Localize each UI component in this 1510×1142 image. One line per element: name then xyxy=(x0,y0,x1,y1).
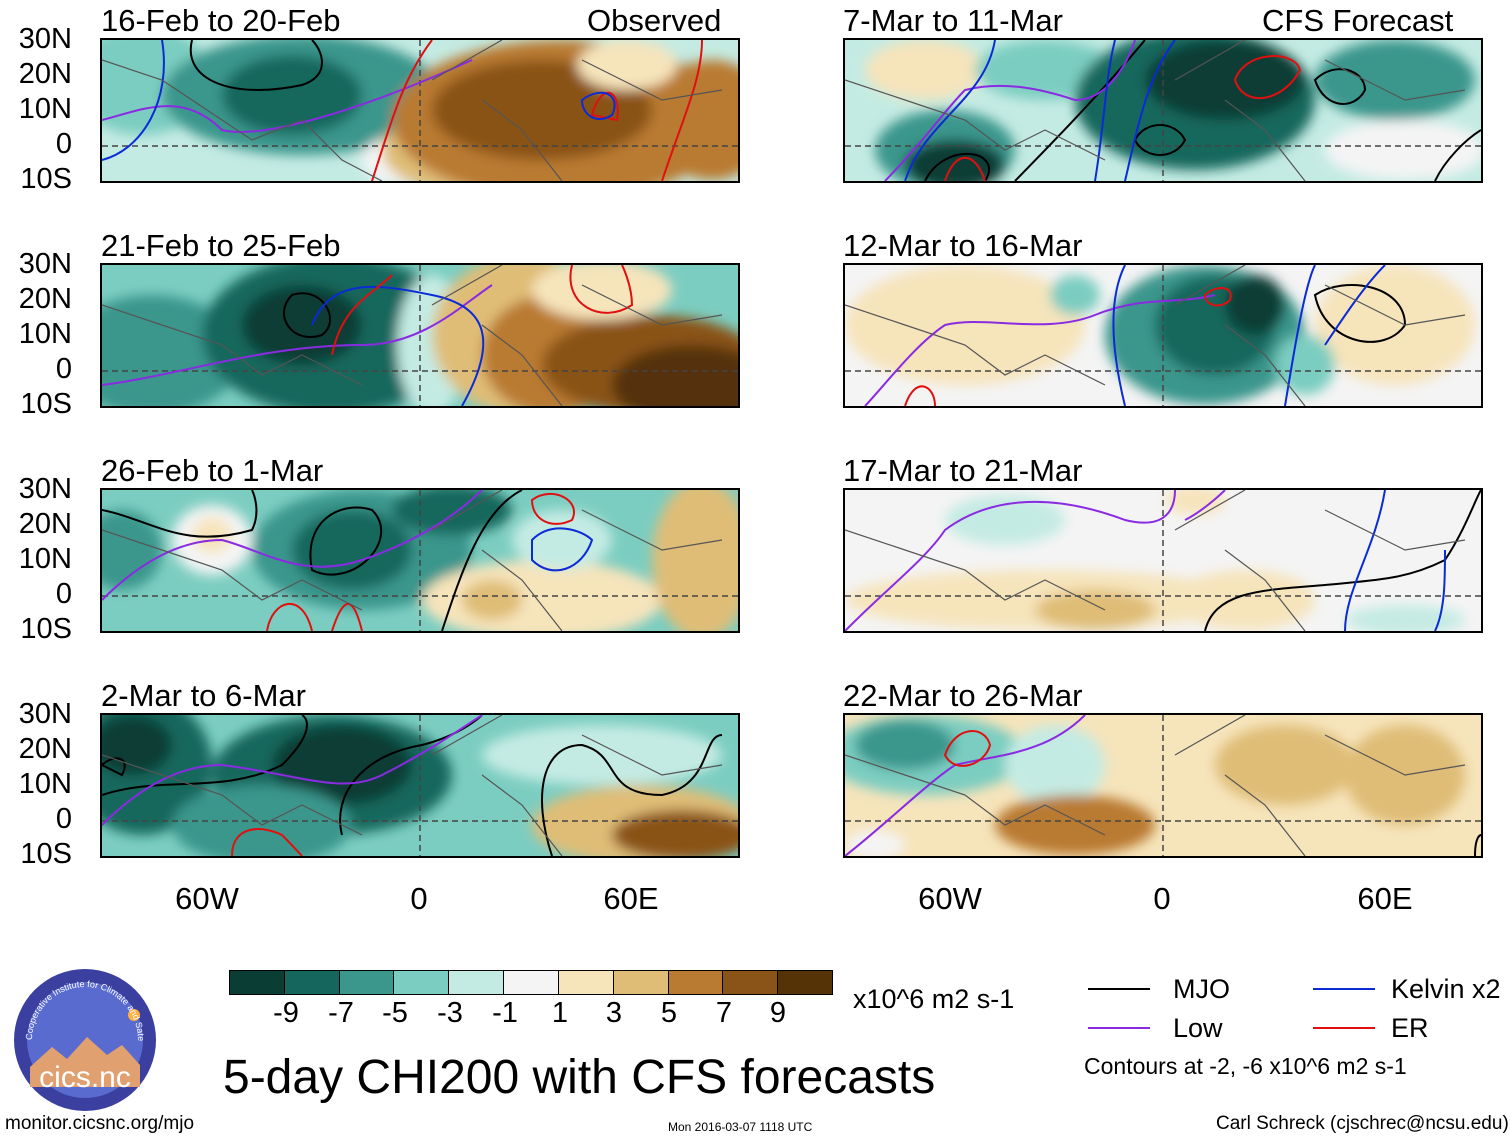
lon-label: 0 xyxy=(410,881,428,916)
legend-line-er xyxy=(1313,1027,1375,1029)
colorbar-bin xyxy=(558,971,614,994)
cics-logo: Cooperative Institute for Climate and Sa… xyxy=(9,959,158,1113)
lat-label: 30N xyxy=(18,23,72,55)
footer-url[interactable]: monitor.cicsnc.org/mjo xyxy=(5,1113,195,1134)
colorbar-tick: 5 xyxy=(660,997,678,1029)
map-panel-3 xyxy=(100,488,740,633)
figure-title: 5-day CHI200 with CFS forecasts xyxy=(223,1051,936,1104)
colorbar-tick: -7 xyxy=(328,997,354,1029)
panel-title-8: 22-Mar to 26-Mar xyxy=(843,678,1083,713)
logo-text: cics.nc xyxy=(39,1061,131,1094)
colorbar-tick: 7 xyxy=(715,997,733,1029)
map-panel-6 xyxy=(843,263,1483,408)
colorbar-tick: -9 xyxy=(273,997,299,1029)
lat-label: 10N xyxy=(18,543,72,575)
lat-label: 20N xyxy=(18,733,72,765)
lat-label: 0 xyxy=(55,353,72,385)
legend-line-mjo xyxy=(1088,988,1150,990)
lat-label: 10S xyxy=(20,388,72,420)
colorbar-bin xyxy=(394,971,450,994)
footer-author: Carl Schreck (cjschrec@ncsu.edu) xyxy=(1216,1113,1509,1134)
lat-label: 0 xyxy=(55,128,72,160)
map-panel-5 xyxy=(843,38,1483,183)
panel-title-5: 7-Mar to 11-Mar xyxy=(843,3,1063,38)
legend-label-er: ER xyxy=(1391,1013,1429,1043)
lat-label: 10N xyxy=(18,768,72,800)
lat-label: 0 xyxy=(55,578,72,610)
colorbar-bin xyxy=(230,971,285,994)
legend-line-kelvin xyxy=(1313,988,1375,990)
colorbar xyxy=(229,970,833,995)
map-panel-8 xyxy=(843,713,1483,858)
colorbar-tick: 3 xyxy=(605,997,623,1029)
colorbar-tick: -1 xyxy=(492,997,518,1029)
colorbar-tick: 1 xyxy=(551,997,569,1029)
colorbar-bin xyxy=(339,971,395,994)
lat-label: 20N xyxy=(18,508,72,540)
map-panel-7 xyxy=(843,488,1483,633)
map-panel-2 xyxy=(100,263,740,408)
lat-label: 20N xyxy=(18,58,72,90)
colorbar-bin xyxy=(668,971,724,994)
panel-tag-forecast: CFS Forecast xyxy=(1262,3,1454,38)
legend-line-low xyxy=(1088,1027,1150,1029)
contour-note: Contours at -2, -6 x10^6 m2 s-1 xyxy=(1084,1053,1407,1079)
panel-title-4: 2-Mar to 6-Mar xyxy=(101,678,306,713)
lon-label: 60W xyxy=(175,881,239,916)
colorbar-tick: -5 xyxy=(382,997,408,1029)
colorbar-bin xyxy=(723,971,779,994)
panel-title-7: 17-Mar to 21-Mar xyxy=(843,453,1083,488)
colorbar-tick: 9 xyxy=(769,997,787,1029)
colorbar-tick: -3 xyxy=(437,997,463,1029)
lat-label: 0 xyxy=(55,803,72,835)
lat-label: 10N xyxy=(18,93,72,125)
lat-label: 10S xyxy=(20,163,72,195)
panel-title-1: 16-Feb to 20-Feb xyxy=(101,3,341,38)
lat-label: 10S xyxy=(20,838,72,870)
lat-label: 20N xyxy=(18,283,72,315)
lat-label: 30N xyxy=(18,698,72,730)
colorbar-bin xyxy=(449,971,505,994)
footer-timestamp: Mon 2016-03-07 1118 UTC xyxy=(668,1120,813,1134)
lon-label: 60E xyxy=(1357,881,1413,916)
colorbar-bin xyxy=(504,971,559,994)
panel-title-2: 21-Feb to 25-Feb xyxy=(101,228,341,263)
lon-label: 60W xyxy=(918,881,982,916)
legend-label-low: Low xyxy=(1173,1013,1223,1043)
lat-label: 10N xyxy=(18,318,72,350)
colorbar-bin xyxy=(284,971,340,994)
lat-label: 30N xyxy=(18,248,72,280)
legend-label-kelvin: Kelvin x2 xyxy=(1391,974,1501,1004)
colorbar-units: x10^6 m2 s-1 xyxy=(853,984,1015,1014)
panel-tag-observed: Observed xyxy=(587,3,722,38)
colorbar-bin xyxy=(778,971,832,994)
lat-label: 10S xyxy=(20,613,72,645)
lon-label: 60E xyxy=(603,881,659,916)
panel-title-3: 26-Feb to 1-Mar xyxy=(101,453,324,488)
legend-label-mjo: MJO xyxy=(1173,974,1230,1004)
colorbar-bin xyxy=(613,971,669,994)
map-panel-1 xyxy=(100,38,740,183)
map-panel-4 xyxy=(100,713,740,858)
lon-label: 0 xyxy=(1153,881,1171,916)
lat-label: 30N xyxy=(18,473,72,505)
panel-title-6: 12-Mar to 16-Mar xyxy=(843,228,1083,263)
